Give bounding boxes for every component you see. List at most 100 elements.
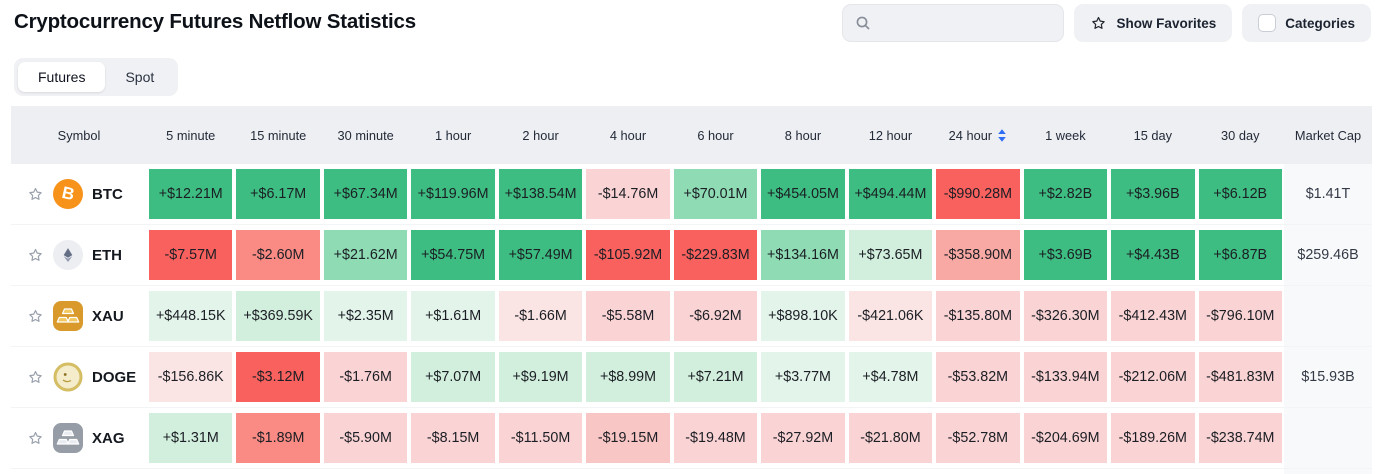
categories-button[interactable]: Categories [1242, 4, 1371, 42]
symbol-cell[interactable]: DOGE [11, 347, 147, 407]
netflow-cell: -$11.50M [498, 413, 583, 463]
netflow-cell: -$105.92M [586, 230, 670, 280]
column-header-6-hour[interactable]: 6 hour [672, 128, 759, 143]
symbol-cell[interactable]: XAU [11, 286, 147, 346]
column-header-4-hour[interactable]: 4 hour [584, 128, 671, 143]
netflow-cell: +$369.59K [236, 291, 320, 341]
netflow-cell: -$7.57M [149, 230, 233, 280]
top-bar: Cryptocurrency Futures Netflow Statistic… [0, 0, 1383, 46]
column-header-30-minute[interactable]: 30 minute [322, 128, 409, 143]
column-header-2-hour[interactable]: 2 hour [497, 128, 584, 143]
netflow-cell: +$8.99M [586, 352, 670, 402]
header-controls: Show Favorites Categories [842, 4, 1371, 42]
column-header-label: 15 minute [250, 127, 307, 143]
symbol-cell[interactable]: ETH [11, 225, 147, 285]
column-header-label: 24 hour [948, 127, 993, 143]
eth-icon [53, 240, 83, 270]
netflow-cell: -$1.66M [498, 291, 583, 341]
column-header-symbol[interactable]: Symbol [11, 128, 147, 143]
netflow-cell: -$1.76M [323, 352, 408, 402]
favorite-star-button[interactable] [27, 247, 44, 264]
netflow-cell: +$898.10K [761, 291, 845, 341]
table-header-row: Symbol 5 minute 15 minute 30 minute 1 hour 2 … [11, 106, 1372, 164]
tab-spot[interactable]: Spot [125, 69, 155, 85]
table-row-xau[interactable]: XAU +$448.15K +$369.59K +$2.35M +$1.61M -$1.6… [11, 286, 1372, 347]
table-row-doge[interactable]: DOGE -$156.86K -$3.12M -$1.76M +$7.07M +$9.19… [11, 347, 1372, 408]
table-row-xag[interactable]: XAG +$1.31M -$1.89M -$5.90M -$8.15M -$11.50M -… [11, 408, 1372, 469]
favorite-star-button[interactable] [27, 308, 44, 325]
silver-bars-icon [53, 423, 83, 453]
netflow-cell: +$119.96M [411, 169, 495, 219]
gold-bars-icon [53, 301, 83, 331]
netflow-cell: -$14.76M [586, 169, 670, 219]
netflow-cell: +$6.12B [1198, 169, 1282, 219]
netflow-cell: +$138.54M [498, 169, 583, 219]
netflow-cell: +$73.65M [848, 230, 933, 280]
netflow-cell: -$156.86K [149, 352, 233, 402]
categories-label: Categories [1285, 15, 1355, 31]
column-header-15-minute[interactable]: 15 minute [234, 128, 321, 143]
tab-futures[interactable]: Futures [18, 62, 106, 92]
netflow-cell: +$1.31M [149, 413, 233, 463]
column-header-1-hour[interactable]: 1 hour [409, 128, 496, 143]
sort-icon [998, 128, 1006, 142]
netflow-cell: -$229.83M [673, 230, 758, 280]
netflow-cell: -$481.83M [1198, 352, 1282, 402]
netflow-cell: -$358.90M [936, 230, 1020, 280]
netflow-cell: -$52.78M [936, 413, 1020, 463]
table-row-btc[interactable]: B BTC +$12.21M +$6.17M +$67.34M +$119.96M +$13… [11, 164, 1372, 225]
market-cap-cell: $1.41T [1284, 164, 1372, 224]
netflow-cell: -$990.28M [936, 169, 1020, 219]
column-header-5-minute[interactable]: 5 minute [147, 128, 234, 143]
netflow-cell: +$6.17M [236, 169, 320, 219]
column-header-1-week[interactable]: 1 week [1022, 128, 1109, 143]
netflow-cell: +$57.49M [498, 230, 583, 280]
show-favorites-button[interactable]: Show Favorites [1074, 4, 1233, 42]
symbol-label: XAU [92, 307, 124, 325]
market-cap-cell [1284, 469, 1372, 474]
column-header-market-cap[interactable]: Market Cap [1284, 128, 1372, 143]
symbol-label: DOGE [92, 368, 137, 386]
star-icon [1092, 16, 1106, 29]
search-box[interactable] [842, 4, 1065, 42]
netflow-table: Symbol 5 minute 15 minute 30 minute 1 hour 2 … [11, 106, 1372, 474]
netflow-cell: +$7.07M [411, 352, 495, 402]
column-header-15-day[interactable]: 15 day [1109, 128, 1196, 143]
netflow-cell: +$448.15K [149, 291, 233, 341]
column-header-12-hour[interactable]: 12 hour [847, 128, 934, 143]
netflow-cell: +$67.34M [323, 169, 408, 219]
market-cap-cell [1284, 286, 1372, 346]
netflow-cell: +$3.77M [761, 352, 845, 402]
doge-icon [53, 362, 83, 392]
netflow-cell: -$1.89M [236, 413, 320, 463]
netflow-cell: +$2.82B [1023, 169, 1108, 219]
netflow-cell: -$19.15M [586, 413, 670, 463]
netflow-cell: -$27.92M [761, 413, 845, 463]
symbol-cell[interactable]: XAG [11, 408, 147, 468]
column-header-label: 12 hour [868, 127, 913, 143]
favorite-star-button[interactable] [27, 369, 44, 386]
column-header-label: 30 minute [337, 127, 394, 143]
netflow-cell: -$5.58M [586, 291, 670, 341]
column-header-24-hour[interactable]: 24 hour [934, 128, 1021, 143]
netflow-cell: -$19.48M [673, 413, 758, 463]
market-cap-cell [1284, 408, 1372, 468]
search-input[interactable] [879, 14, 1052, 32]
table-row-partial [11, 469, 1372, 474]
column-header-8-hour[interactable]: 8 hour [759, 128, 846, 143]
market-cap-cell: $15.93B [1284, 347, 1372, 407]
symbol-label: BTC [92, 185, 123, 203]
symbol-cell[interactable]: B BTC [11, 164, 147, 224]
categories-checkbox-icon[interactable] [1258, 14, 1277, 32]
favorite-star-button[interactable] [27, 186, 44, 203]
table-row-eth[interactable]: ETH -$7.57M -$2.60M +$21.62M +$54.75M +$57.49… [11, 225, 1372, 286]
netflow-cell: -$8.15M [411, 413, 495, 463]
netflow-cell: -$133.94M [1023, 352, 1108, 402]
favorite-star-button[interactable] [27, 430, 44, 447]
column-header-label: Symbol [57, 127, 101, 143]
netflow-cell: +$2.35M [323, 291, 408, 341]
search-icon [857, 16, 871, 30]
column-header-label: 5 minute [166, 127, 216, 143]
netflow-cell: -$21.80M [848, 413, 933, 463]
column-header-30-day[interactable]: 30 day [1197, 128, 1284, 143]
